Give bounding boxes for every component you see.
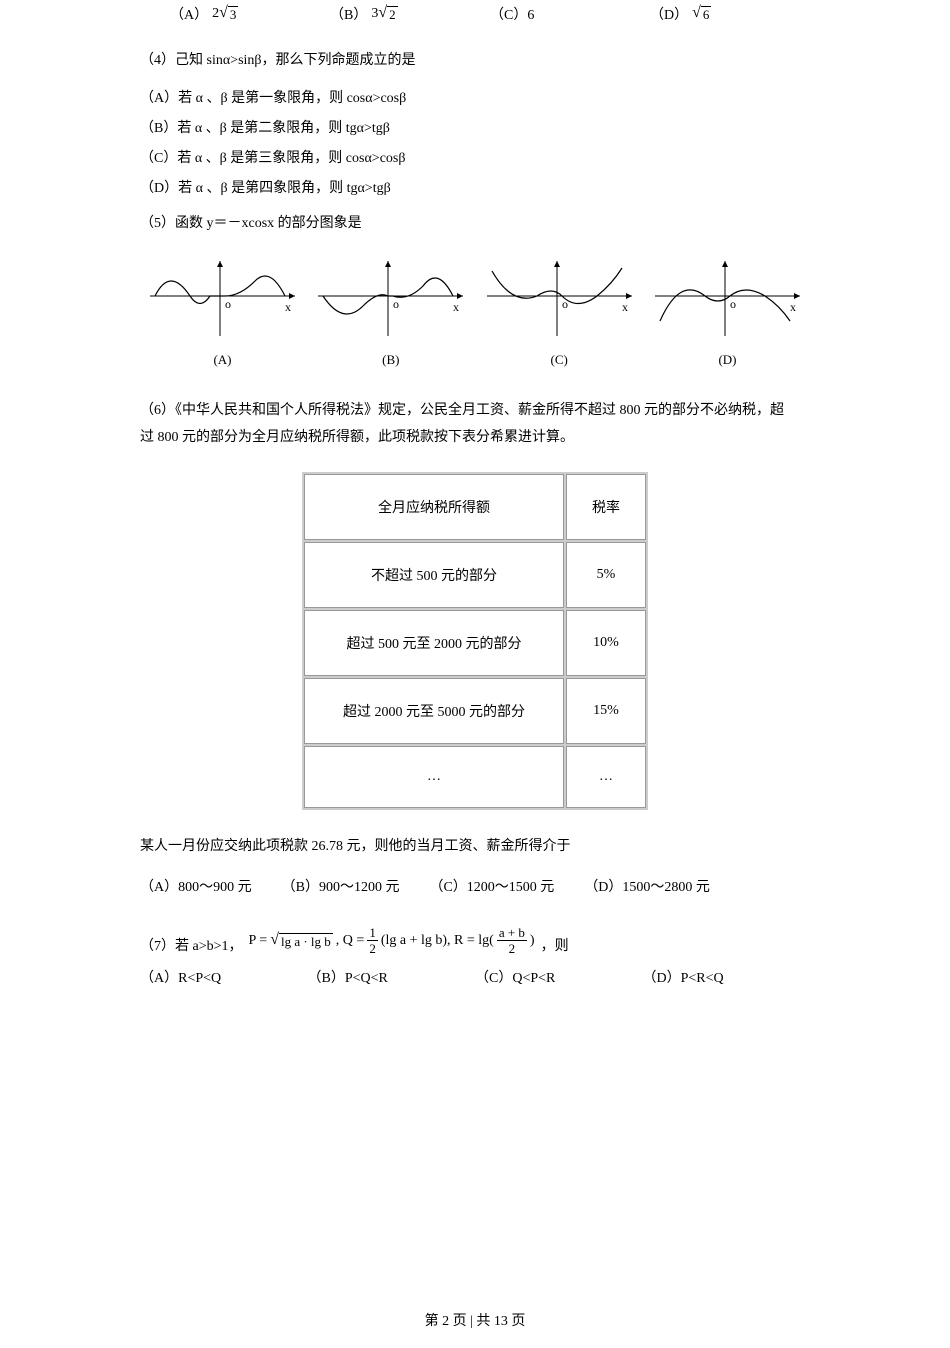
td-r3c1: …	[566, 746, 646, 808]
q7-rn: a + b	[497, 926, 527, 941]
q5-stem: （5）函数 y＝－xcosx 的部分图象是	[140, 211, 810, 236]
q4-opt-b: （B）若 α 、β 是第二象限角，则 tgα>tgβ	[140, 117, 810, 137]
opt-label: （D）	[650, 4, 688, 24]
q4-stem: （4）己知 sinα>sinβ，那么下列命题成立的是	[140, 48, 810, 73]
graph-b: o x (B)	[308, 256, 473, 368]
page-footer: 第 2 页 | 共 13 页	[0, 1310, 950, 1330]
graph-a: o x (A)	[140, 256, 305, 368]
q4-opt-d: （D）若 α 、β 是第四象限角，则 tgα>tgβ	[140, 177, 810, 197]
opt-label: （C）6	[490, 4, 534, 24]
q6-opt-a: （A）800～900 元	[140, 876, 252, 896]
q7-stem: （7）若 a>b>1， P = √lg a · lg b , Q = 12 (l…	[140, 926, 810, 955]
svg-text:x: x	[453, 300, 459, 314]
q4-opt-a: （A）若 α 、β 是第一象限角，则 cosα>cosβ	[140, 87, 810, 107]
svg-text:x: x	[285, 300, 291, 314]
q7-p-rad: lg a · lg b	[279, 933, 333, 950]
radicand: 2	[387, 6, 398, 23]
q3-opt-d: （D） √6	[650, 4, 810, 24]
th-rate: 税率	[566, 474, 646, 540]
q7-opt-a: （A）R<P<Q	[140, 967, 308, 987]
svg-text:o: o	[225, 297, 231, 311]
graph-d: o x (D)	[645, 256, 810, 368]
q7-opt-b: （B）P<Q<R	[308, 967, 476, 987]
graph-label-d: (D)	[645, 352, 810, 368]
q7-qn: 1	[367, 926, 378, 941]
q7-qd: 2	[367, 941, 378, 955]
q7-opt-c: （C）Q<P<R	[475, 967, 643, 987]
q7-p-lhs: P =	[249, 933, 268, 949]
svg-text:o: o	[730, 297, 736, 311]
coef: 3	[371, 6, 378, 21]
td-r0c1: 5%	[566, 542, 646, 608]
tax-table: 全月应纳税所得额 税率 不超过 500 元的部分 5% 超过 500 元至 20…	[302, 472, 648, 810]
q6-opt-b: （B）900～1200 元	[282, 876, 400, 896]
radicand: 3	[228, 6, 239, 23]
q7-opt-d: （D）P<R<Q	[643, 967, 811, 987]
q7-rclose: )	[530, 933, 535, 949]
graph-label-a: (A)	[140, 352, 305, 368]
q3-options: （A） 2√3 （B） 3√2 （C）6 （D） √6	[170, 4, 810, 24]
q5-graphs: o x (A) o x (B) o x (C)	[140, 256, 810, 368]
radicand: 6	[701, 6, 712, 23]
q6-opt-c: （C）1200～1500 元	[429, 876, 554, 896]
graph-label-c: (C)	[477, 352, 642, 368]
q3-opt-c: （C）6	[490, 4, 650, 24]
th-income: 全月应纳税所得额	[304, 474, 564, 540]
td-r0c0: 不超过 500 元的部分	[304, 542, 564, 608]
coef: 2	[212, 6, 219, 21]
q3-opt-a: （A） 2√3	[170, 4, 330, 24]
q6-para: （6）《中华人民共和国个人所得税法》规定，公民全月工资、薪金所得不超过 800 …	[140, 398, 810, 451]
q7-qtail: (lg a + lg b), R = lg(	[381, 933, 494, 949]
td-r1c0: 超过 500 元至 2000 元的部分	[304, 610, 564, 676]
td-r2c1: 15%	[566, 678, 646, 744]
td-r3c0: …	[304, 746, 564, 808]
q6-tail: 某人一月份应交纳此项税款 26.78 元，则他的当月工资、薪金所得介于	[140, 834, 810, 861]
q6-options: （A）800～900 元 （B）900～1200 元 （C）1200～1500 …	[140, 876, 810, 896]
svg-text:x: x	[622, 300, 628, 314]
q4-opt-c: （C）若 α 、β 是第三象限角，则 cosα>cosβ	[140, 147, 810, 167]
q7-post: ，则	[541, 935, 569, 955]
q7-q: , Q =	[336, 933, 365, 949]
q7-rd: 2	[497, 941, 527, 955]
q7-options: （A）R<P<Q （B）P<Q<R （C）Q<P<R （D）P<R<Q	[140, 967, 810, 987]
svg-text:o: o	[393, 297, 399, 311]
q6-opt-d: （D）1500～2800 元	[584, 876, 710, 896]
graph-label-b: (B)	[308, 352, 473, 368]
q7-pre: （7）若 a>b>1，	[140, 935, 243, 955]
graph-c: o x (C)	[477, 256, 642, 368]
svg-text:x: x	[790, 300, 796, 314]
q3-opt-b: （B） 3√2	[330, 4, 490, 24]
opt-label: （A）	[170, 4, 208, 24]
opt-label: （B）	[330, 4, 367, 24]
td-r2c0: 超过 2000 元至 5000 元的部分	[304, 678, 564, 744]
td-r1c1: 10%	[566, 610, 646, 676]
